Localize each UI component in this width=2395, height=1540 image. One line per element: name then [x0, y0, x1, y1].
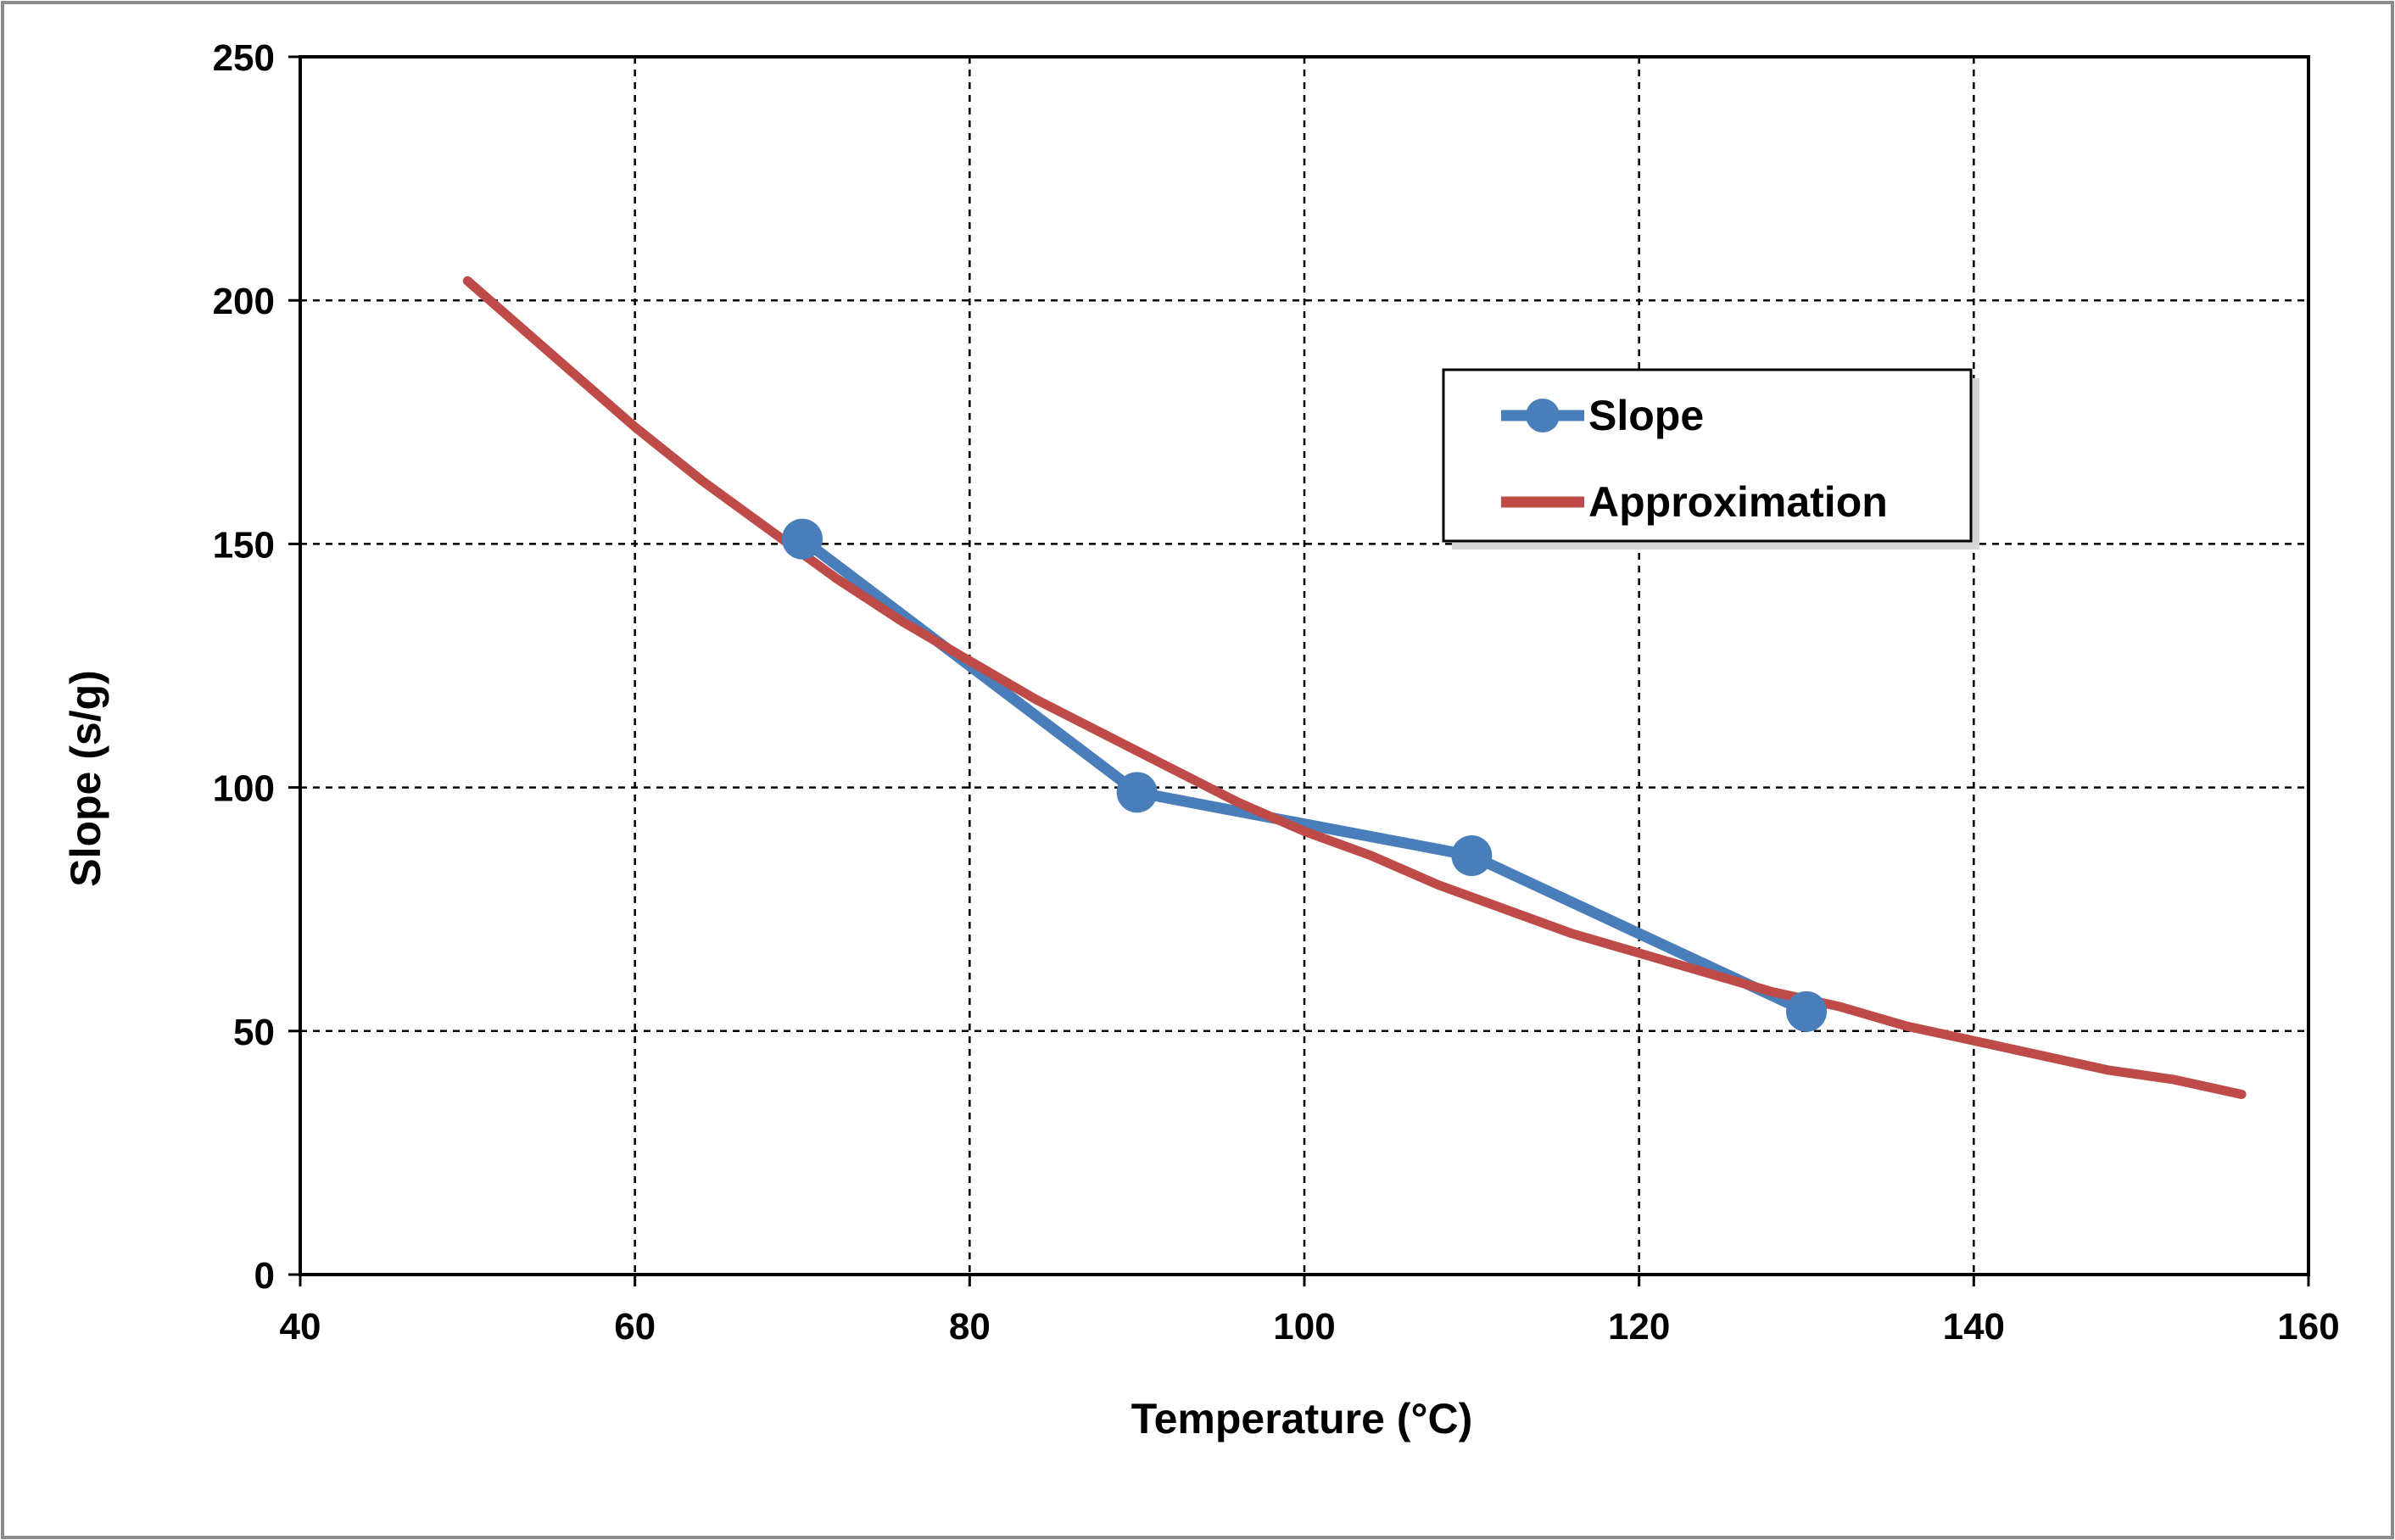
x-tick-label-100: 100 — [1273, 1306, 1335, 1348]
x-tick-label-120: 120 — [1608, 1306, 1670, 1348]
x-tick-label-160: 160 — [2277, 1306, 2339, 1348]
legend-slope-label: Slope — [1588, 392, 1704, 439]
x-tick-label-60: 60 — [614, 1306, 656, 1348]
x-tick-label-140: 140 — [1943, 1306, 2005, 1348]
series-layer — [462, 276, 2247, 1099]
y-tick-label-50: 50 — [233, 1012, 275, 1053]
legend-approximation-label: Approximation — [1588, 478, 1888, 526]
y-tick-label-250: 250 — [213, 37, 275, 79]
y-tick-label-150: 150 — [213, 524, 275, 566]
y-tick-label-0: 0 — [254, 1255, 275, 1297]
slope-point-130 — [1786, 990, 1827, 1032]
legend-slope-marker — [1526, 399, 1560, 432]
slope-point-110 — [1451, 835, 1493, 877]
axis-layer: 40 60 80 100 120 140 160 0 50 100 150 200 250 — [213, 37, 2340, 1348]
x-axis-title: Temperature (°C) — [1131, 1395, 1472, 1442]
plot-area — [300, 57, 2308, 1275]
y-tick-label-100: 100 — [213, 768, 275, 810]
slope-point-70 — [782, 518, 823, 560]
slope-point-90 — [1116, 772, 1158, 813]
legend: Slope Approximation — [1442, 368, 1979, 550]
x-tick-label-80: 80 — [949, 1306, 991, 1348]
legend-box — [1442, 368, 1973, 543]
y-tick-label-200: 200 — [213, 281, 275, 322]
x-tick-label-40: 40 — [280, 1306, 321, 1348]
y-axis-title: Slope (s/g) — [62, 670, 109, 887]
grid-layer — [300, 57, 2308, 1275]
